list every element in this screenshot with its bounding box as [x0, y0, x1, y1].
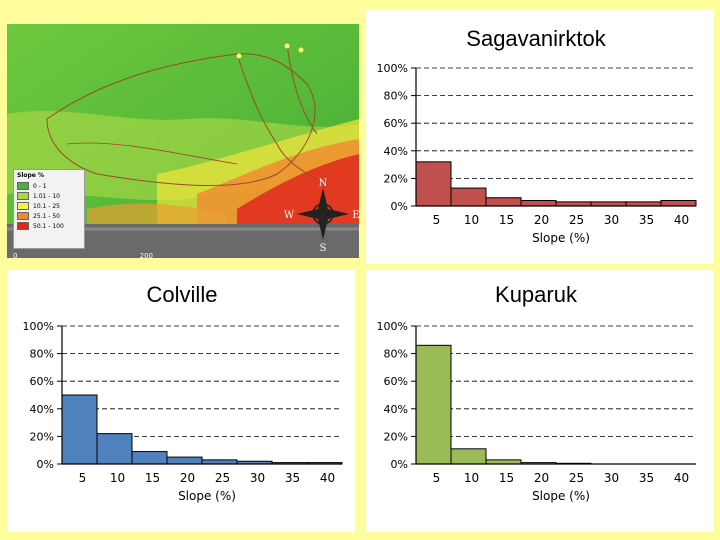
x-tick-label: 10: [464, 471, 479, 485]
compass-rose-icon: N S W E: [284, 178, 359, 254]
y-tick-label: 0%: [391, 458, 408, 471]
x-axis-label: Slope (%): [532, 231, 590, 245]
legend-item: 25.1 - 50: [14, 211, 84, 221]
map-scale-bar: 0 200 Km: [13, 252, 153, 258]
compass-s: S: [320, 243, 327, 254]
bar-25: [201, 459, 238, 465]
legend-swatch: [17, 212, 29, 220]
bar-30: [590, 201, 627, 207]
chart-title: Kuparuk: [495, 282, 578, 307]
y-tick-label: 0%: [391, 200, 408, 213]
bar-10: [450, 448, 487, 465]
bar-15: [485, 197, 522, 207]
x-tick-label: 10: [464, 213, 479, 227]
legend-item: 0 - 1: [14, 181, 84, 191]
x-tick-label: 15: [499, 471, 514, 485]
slope-map-graphic: N S W E: [7, 24, 359, 258]
bar-15: [131, 451, 168, 465]
y-tick-label: 80%: [384, 348, 408, 361]
map-legend: Slope % 0 - 1 1.01 - 10 10.1 - 25 25.1 - 50…: [13, 169, 85, 249]
x-tick-label: 35: [285, 471, 300, 485]
x-tick-label: 40: [674, 213, 689, 227]
colville-chart-panel: Colville 0% 20% 40% 60% 80% 100% 5 10 15 20 25 30 35 4…: [7, 270, 355, 532]
compass-n: N: [319, 178, 328, 189]
sagavanirktok-chart: Sagavanirktok 0% 20% 40% 60% 80% 100% 5 10 15 20 25…: [377, 26, 697, 245]
chart-title: Sagavanirktok: [466, 26, 606, 51]
y-tick-label: 20%: [30, 430, 54, 443]
x-tick-label: 35: [639, 471, 654, 485]
legend-swatch: [17, 222, 29, 230]
x-tick-label: 25: [569, 471, 584, 485]
bar-25: [555, 201, 592, 207]
legend-item: 1.01 - 10: [14, 191, 84, 201]
bar-5: [415, 161, 452, 207]
bar-20: [520, 199, 557, 207]
colville-chart: Colville 0% 20% 40% 60% 80% 100% 5 10 15 20 25 30 35 4…: [23, 282, 343, 503]
bar-5: [61, 394, 98, 465]
legend-swatch: [17, 202, 29, 210]
x-tick-label: 25: [215, 471, 230, 485]
legend-label: 10.1 - 25: [33, 202, 60, 210]
chart-title: Colville: [147, 282, 218, 307]
x-tick-label: 15: [145, 471, 160, 485]
x-tick-label: 5: [433, 213, 441, 227]
x-tick-label: 5: [79, 471, 87, 485]
bar-20: [166, 456, 203, 465]
y-tick-label: 40%: [384, 403, 408, 416]
x-axis-label: Slope (%): [532, 489, 590, 503]
legend-swatch: [17, 192, 29, 200]
legend-label: 50.1 - 100: [33, 222, 64, 230]
y-tick-label: 0%: [37, 458, 54, 471]
x-tick-label: 35: [639, 213, 654, 227]
x-tick-label: 40: [320, 471, 335, 485]
x-tick-label: 30: [604, 213, 619, 227]
y-tick-label: 60%: [384, 117, 408, 130]
y-tick-label: 80%: [384, 90, 408, 103]
kuparuk-chart-panel: Kuparuk 0% 20% 40% 60% 80% 100% 5 10 15 20 25 30 35 40…: [366, 270, 714, 532]
x-tick-label: 20: [534, 471, 549, 485]
sagavanirktok-chart-panel: Sagavanirktok 0% 20% 40% 60% 80% 100% 5 10 15 20 25…: [366, 10, 714, 264]
bar-5: [415, 344, 452, 465]
x-tick-label: 15: [499, 213, 514, 227]
y-tick-label: 20%: [384, 172, 408, 185]
legend-item: 50.1 - 100: [14, 221, 84, 231]
kuparuk-chart: Kuparuk 0% 20% 40% 60% 80% 100% 5 10 15 20 25 30 35 40…: [377, 282, 696, 503]
compass-w: W: [284, 210, 295, 221]
x-tick-label: 25: [569, 213, 584, 227]
legend-item: 10.1 - 25: [14, 201, 84, 211]
y-tick-label: 40%: [30, 403, 54, 416]
legend-label: 25.1 - 50: [33, 212, 60, 220]
x-tick-label: 5: [433, 471, 441, 485]
slope-map: N S W E Slope % 0 - 1 1.01 - 10 10.1 - 25 2…: [7, 24, 359, 258]
y-tick-label: 100%: [23, 320, 54, 333]
y-tick-label: 60%: [384, 375, 408, 388]
y-tick-label: 20%: [384, 430, 408, 443]
x-tick-label: 20: [180, 471, 195, 485]
x-tick-label: 30: [604, 471, 619, 485]
y-tick-label: 100%: [377, 320, 408, 333]
bar-10: [96, 433, 133, 465]
x-tick-label: 20: [534, 213, 549, 227]
legend-label: 0 - 1: [33, 182, 47, 190]
x-axis-label: Slope (%): [178, 489, 236, 503]
x-tick-label: 30: [250, 471, 265, 485]
legend-label: 1.01 - 10: [33, 192, 60, 200]
x-tick-label: 10: [110, 471, 125, 485]
bar-40: [660, 199, 697, 207]
legend-title: Slope %: [17, 172, 44, 179]
bar-15: [485, 459, 522, 465]
bar-35: [625, 201, 662, 207]
y-tick-label: 40%: [384, 145, 408, 158]
y-tick-label: 100%: [377, 62, 408, 75]
x-tick-label: 40: [674, 471, 689, 485]
legend-swatch: [17, 182, 29, 190]
compass-e: E: [352, 210, 359, 221]
scale-start: 0: [13, 252, 18, 258]
y-tick-label: 60%: [30, 375, 54, 388]
bar-10: [450, 187, 487, 207]
y-tick-label: 80%: [30, 348, 54, 361]
scale-end: 200: [139, 252, 153, 258]
